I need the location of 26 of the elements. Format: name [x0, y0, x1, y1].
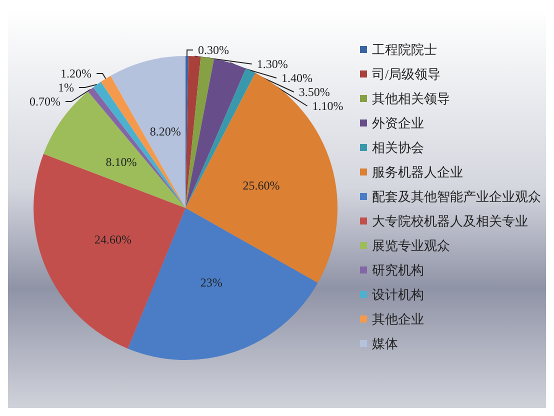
- legend-label: 媒体: [372, 336, 398, 351]
- data-label: 3.50%: [298, 85, 330, 100]
- data-label: 8.20%: [150, 124, 181, 139]
- legend-label: 相关协会: [372, 140, 424, 155]
- data-label: 1.40%: [282, 71, 312, 86]
- data-label: 1.30%: [256, 57, 288, 72]
- legend-label: 设计机构: [372, 287, 424, 302]
- data-label: 23%: [200, 276, 222, 290]
- legend-label: 研究机构: [372, 262, 424, 278]
- data-label: 0.70%: [30, 94, 61, 109]
- legend-label: 大专院校机器人及相关专业: [372, 214, 528, 228]
- legend-label: 司/局级领导: [372, 66, 441, 82]
- legend-label: 服务机器人企业: [372, 164, 463, 180]
- data-label: 1.10%: [312, 99, 344, 114]
- data-label: 24.60%: [94, 232, 132, 246]
- legend-label: 其他企业: [372, 312, 424, 326]
- legend-label: 其他相关领导: [372, 91, 450, 106]
- legend-label: 展览专业观众: [372, 238, 450, 253]
- data-label: 1.20%: [60, 66, 92, 81]
- legend-label: 外资企业: [372, 116, 424, 130]
- legend-label: 配套及其他智能产业企业观众: [372, 189, 541, 204]
- data-label: 0.30%: [198, 43, 230, 58]
- data-label: 25.60%: [242, 178, 280, 192]
- legend-label: 工程院院士: [372, 42, 437, 57]
- data-label: 8.10%: [106, 155, 137, 170]
- data-label: 1%: [58, 80, 74, 95]
